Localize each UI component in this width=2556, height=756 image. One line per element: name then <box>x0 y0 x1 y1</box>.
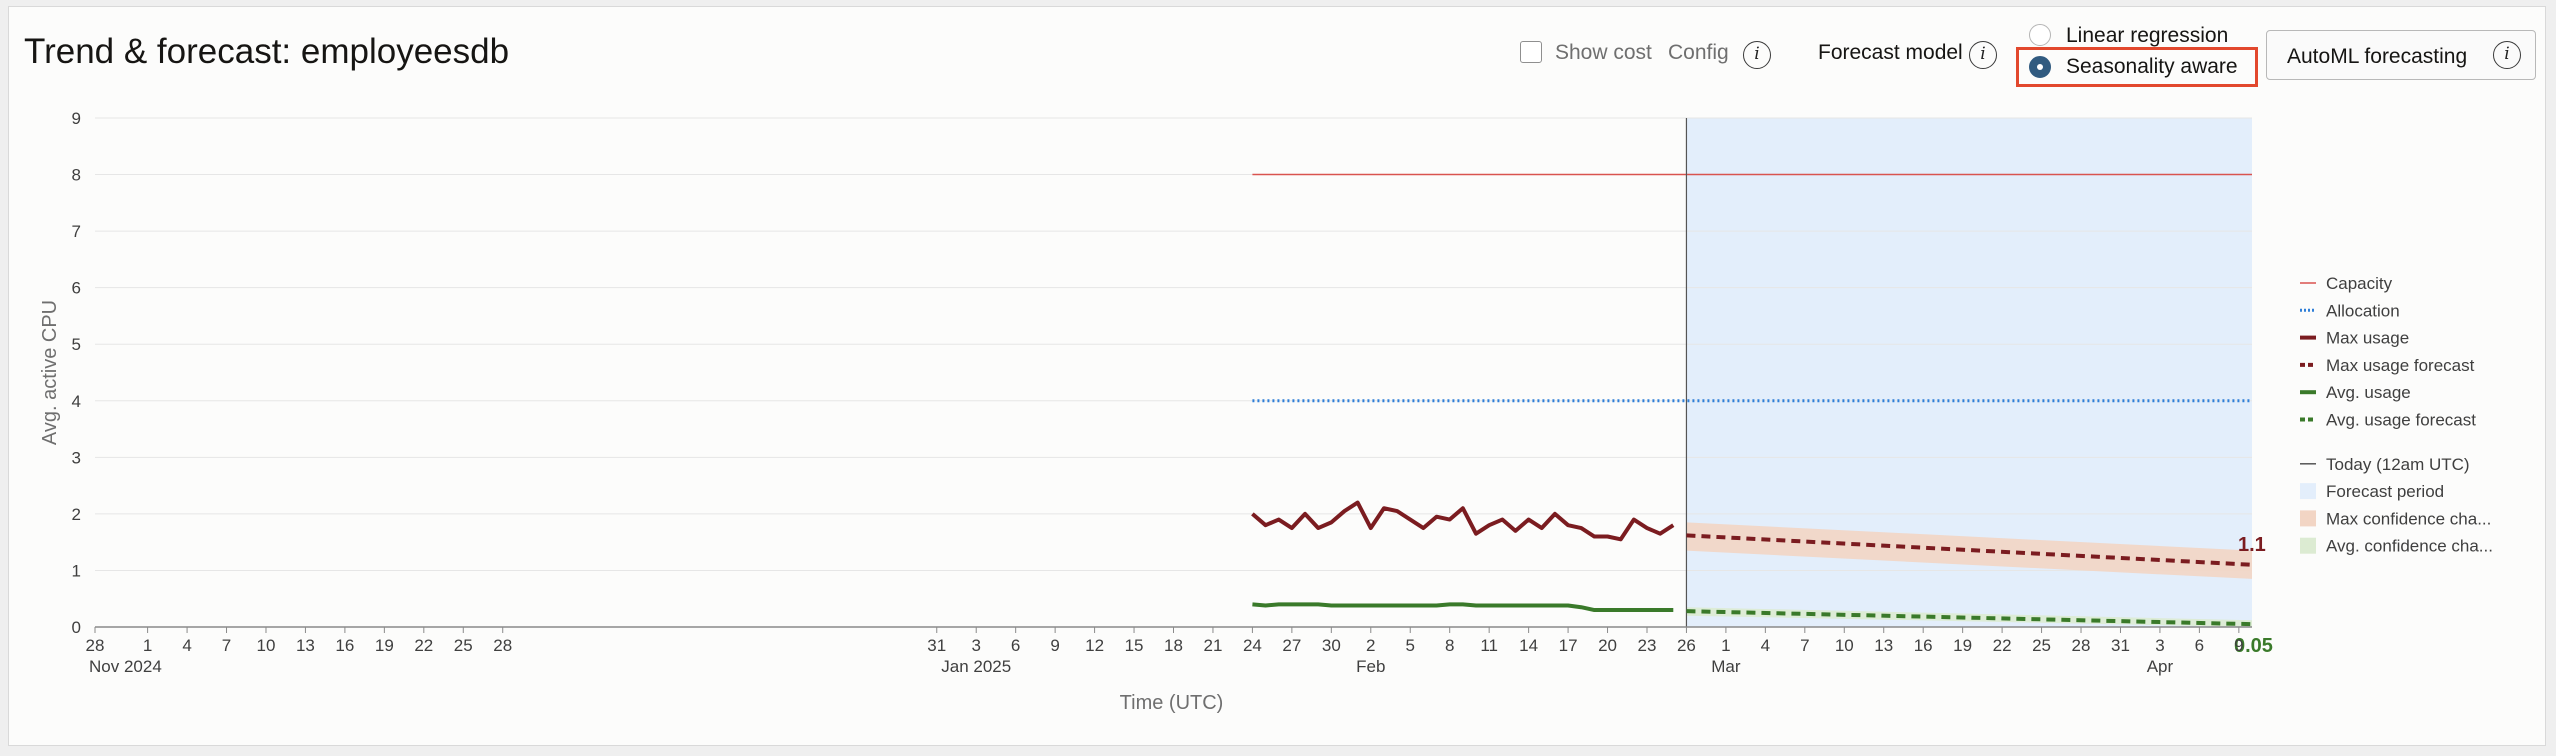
x-tick-label: 30 <box>1322 636 1341 655</box>
legend-label-avg_usage_forecast: Avg. usage forecast <box>2326 411 2476 430</box>
x-tick-label: 5 <box>1406 636 1415 655</box>
avg-usage-line <box>1252 602 1674 613</box>
x-tick-label: 7 <box>222 636 231 655</box>
x-tick-label: 19 <box>375 636 394 655</box>
x-axis-title: Time (UTC) <box>1120 692 1224 714</box>
x-tick-label: 21 <box>1203 636 1222 655</box>
y-tick-label: 5 <box>72 335 81 354</box>
forecast-model-label: Forecast model <box>1818 41 1963 64</box>
radio-seasonality-aware[interactable] <box>2029 56 2051 78</box>
x-tick-label: 22 <box>414 636 433 655</box>
max-confidence-band <box>1686 522 2252 579</box>
legend-label-today: Today (12am UTC) <box>2326 455 2470 474</box>
x-tick-sublabel: Mar <box>1711 657 1741 676</box>
x-tick-label: 28 <box>86 636 105 655</box>
x-tick-label: 13 <box>1874 636 1893 655</box>
x-tick-label: 10 <box>257 636 276 655</box>
x-tick-label: 31 <box>927 636 946 655</box>
y-tick-label: 3 <box>72 448 81 467</box>
radio-seasonality-aware-label[interactable]: Seasonality aware <box>2066 55 2238 78</box>
radio-linear-regression[interactable] <box>2029 24 2051 46</box>
legend-label-max_usage: Max usage <box>2326 329 2409 348</box>
x-tick-label: 9 <box>2234 636 2243 655</box>
legend-label-avg_confidence: Avg. confidence cha... <box>2326 537 2493 556</box>
x-tick-label: 28 <box>2072 636 2091 655</box>
x-tick-label: 3 <box>2155 636 2164 655</box>
legend-swatch-avg_confidence <box>2300 537 2316 554</box>
y-axis-title: Avg. active CPU <box>39 300 61 445</box>
legend-label-capacity: Capacity <box>2326 274 2393 293</box>
legend-label-allocation: Allocation <box>2326 301 2400 320</box>
x-tick-label: 12 <box>1085 636 1104 655</box>
max-usage-line <box>1251 500 1675 542</box>
x-tick-label: 8 <box>1445 636 1454 655</box>
y-tick-label: 1 <box>72 561 81 580</box>
avg-usage-forecast-line <box>1686 609 2253 627</box>
x-tick-label: 25 <box>2032 636 2051 655</box>
x-tick-label: 25 <box>454 636 473 655</box>
automl-forecasting-label: AutoML forecasting <box>2287 45 2468 68</box>
x-tick-label: 1 <box>143 636 152 655</box>
x-tick-sublabel: Apr <box>2147 657 2174 676</box>
x-tick-label: 2 <box>1366 636 1375 655</box>
legend-label-avg_usage: Avg. usage <box>2326 383 2411 402</box>
page-title: Trend & forecast: employeesdb <box>24 32 510 71</box>
x-tick-label: 9 <box>1050 636 1059 655</box>
automl-info-icon[interactable]: i <box>2493 41 2521 69</box>
x-tick-label: 16 <box>1914 636 1933 655</box>
config-link[interactable]: Config <box>1668 41 1729 64</box>
x-tick-label: 18 <box>1164 636 1183 655</box>
x-tick-label: 15 <box>1125 636 1144 655</box>
x-tick-label: 6 <box>2195 636 2204 655</box>
y-tick-label: 9 <box>72 109 81 128</box>
x-tick-label: 24 <box>1243 636 1262 655</box>
y-tick-label: 0 <box>72 618 81 637</box>
x-tick-sublabel: Jan 2025 <box>941 657 1011 676</box>
x-tick-label: 28 <box>493 636 512 655</box>
y-tick-label: 8 <box>72 166 81 185</box>
x-tick-sublabel: Feb <box>1356 657 1385 676</box>
x-tick-label: 26 <box>1677 636 1696 655</box>
y-tick-label: 7 <box>72 222 81 241</box>
show-cost-checkbox[interactable] <box>1520 41 1542 63</box>
config-info-icon[interactable]: i <box>1743 41 1771 69</box>
automl-forecasting-button[interactable]: AutoML forecasting i <box>2266 30 2536 80</box>
x-tick-label: 4 <box>182 636 191 655</box>
y-tick-label: 2 <box>72 505 81 524</box>
y-tick-label: 6 <box>72 279 81 298</box>
radio-linear-regression-label[interactable]: Linear regression <box>2066 24 2229 47</box>
x-tick-label: 1 <box>1721 636 1730 655</box>
x-tick-label: 10 <box>1835 636 1854 655</box>
avg-forecast-end-label: 0.05 <box>2234 635 2273 657</box>
legend-label-max_confidence: Max confidence cha... <box>2326 509 2491 528</box>
legend-label-forecast_period: Forecast period <box>2326 482 2444 501</box>
y-tick-label: 4 <box>72 392 81 411</box>
x-tick-label: 13 <box>296 636 315 655</box>
forecast-model-info-icon[interactable]: i <box>1969 41 1997 69</box>
legend-swatch-max_confidence <box>2300 510 2316 527</box>
legend-swatch-forecast_period <box>2300 483 2316 500</box>
x-tick-sublabel: Nov 2024 <box>89 657 162 676</box>
x-tick-label: 14 <box>1519 636 1538 655</box>
x-tick-label: 19 <box>1953 636 1972 655</box>
x-tick-label: 16 <box>335 636 354 655</box>
max-usage-forecast-line <box>1686 533 2253 567</box>
x-tick-label: 6 <box>1011 636 1020 655</box>
legend-label-max_usage_forecast: Max usage forecast <box>2326 356 2475 375</box>
max-forecast-end-label: 1.1 <box>2238 534 2266 556</box>
x-tick-label: 3 <box>971 636 980 655</box>
x-tick-label: 27 <box>1282 636 1301 655</box>
x-tick-label: 23 <box>1638 636 1657 655</box>
seasonality-aware-highlight <box>2016 47 2258 87</box>
x-tick-label: 20 <box>1598 636 1617 655</box>
x-tick-label: 7 <box>1800 636 1809 655</box>
show-cost-label[interactable]: Show cost <box>1555 41 1652 64</box>
x-tick-label: 17 <box>1559 636 1578 655</box>
x-tick-label: 31 <box>2111 636 2130 655</box>
x-tick-label: 11 <box>1480 636 1498 655</box>
x-tick-label: 22 <box>1993 636 2012 655</box>
x-tick-label: 4 <box>1761 636 1770 655</box>
